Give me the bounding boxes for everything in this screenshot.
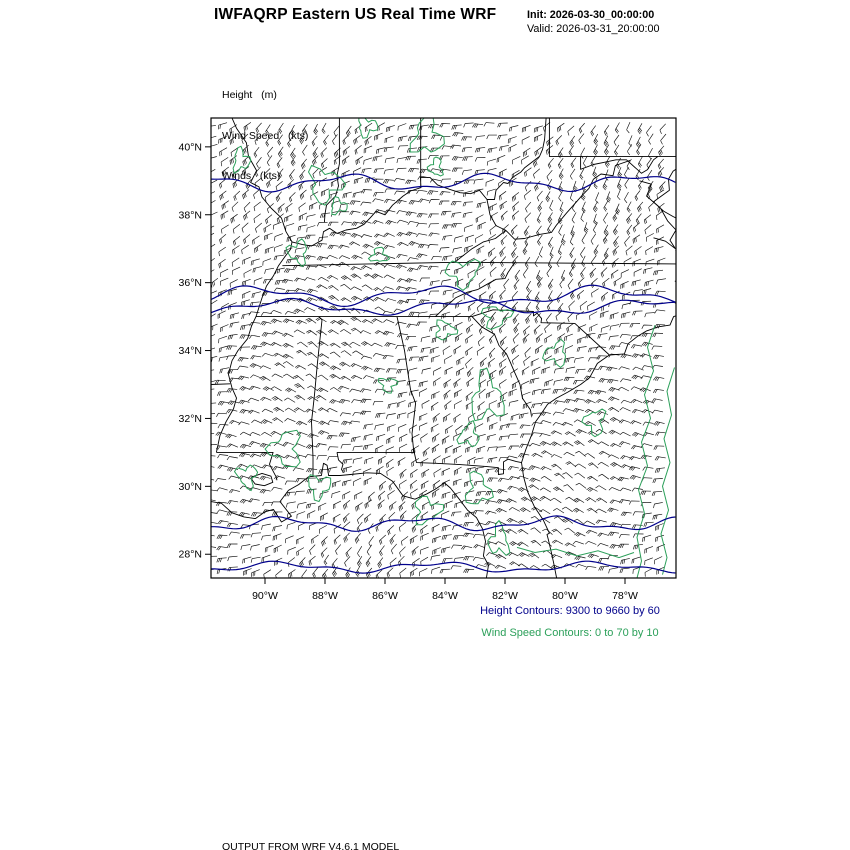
- axis-ticks: [205, 146, 626, 584]
- x-tick-label: 90°W: [252, 590, 278, 602]
- state-boundaries-layer: [211, 118, 676, 578]
- init-time: Init: 2026-03-30_00:00:00: [527, 9, 659, 23]
- map-content: [211, 118, 676, 578]
- x-tick-label: 82°W: [492, 590, 518, 602]
- y-tick-label: 34°N: [179, 345, 202, 357]
- valid-value: 2026-03-31_20:00:00: [556, 22, 660, 35]
- footer-line1: OUTPUT FROM WRF V4.6.1 MODEL: [222, 841, 400, 850]
- legend-line-height: Height (m): [222, 89, 277, 101]
- x-tick-label: 86°W: [372, 590, 398, 602]
- valid-label: Valid:: [527, 22, 554, 35]
- axis-labels: 90°W 88°W 86°W 84°W 82°W 80°W 78°W 40°N 38°N 36°N…: [179, 141, 638, 602]
- height-contours-layer: [211, 172, 676, 574]
- wind-speed-contours-layer: [232, 118, 675, 578]
- x-tick-label: 88°W: [312, 590, 338, 602]
- init-value: 2026-03-30_00:00:00: [549, 9, 655, 21]
- model-output-footer: OUTPUT FROM WRF V4.6.1 MODEL WE = 1000 ;…: [222, 812, 656, 850]
- y-tick-label: 38°N: [179, 209, 202, 221]
- wind-barbs-layer: [211, 121, 667, 578]
- field-legend: Height (m) Wind Speed (kts) Winds (kts): [222, 62, 308, 211]
- y-tick-label: 32°N: [179, 413, 202, 425]
- time-info: Init: 2026-03-30_00:00:00 Valid: 2026-03…: [527, 9, 659, 36]
- x-tick-label: 84°W: [432, 590, 458, 602]
- windspeed-contour-caption: Wind Speed Contours: 0 to 70 by 10: [481, 627, 659, 639]
- valid-time: Valid: 2026-03-31_20:00:00: [527, 23, 659, 37]
- height-contour-caption: Height Contours: 9300 to 9660 by 60: [480, 605, 660, 617]
- y-tick-label: 30°N: [179, 481, 202, 493]
- y-tick-label: 28°N: [179, 549, 202, 561]
- x-tick-label: 80°W: [552, 590, 578, 602]
- x-tick-label: 78°W: [612, 590, 638, 602]
- y-tick-label: 36°N: [179, 277, 202, 289]
- map-plot: 90°W 88°W 86°W 84°W 82°W 80°W 78°W 40°N 38°N 36°N…: [179, 117, 677, 602]
- page-title: IWFAQRP Eastern US Real Time WRF: [214, 6, 497, 23]
- init-label: Init:: [527, 9, 547, 21]
- y-tick-label: 40°N: [179, 141, 202, 153]
- map-frame: [210, 117, 677, 579]
